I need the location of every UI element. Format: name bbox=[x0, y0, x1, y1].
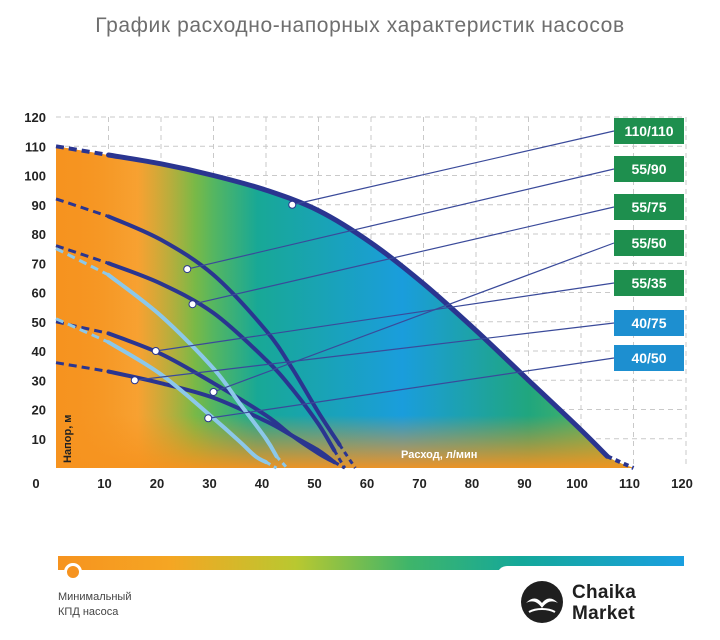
chart-title: График расходно-напорных характеристик н… bbox=[95, 14, 625, 37]
y-tick-label: 50 bbox=[32, 315, 46, 330]
model-badge-label: 55/75 bbox=[631, 199, 666, 215]
y-tick-label: 120 bbox=[24, 110, 46, 125]
x-tick-label: 80 bbox=[465, 476, 479, 491]
model-badge bbox=[614, 118, 684, 144]
y-tick-label: 70 bbox=[32, 256, 46, 271]
seagull-logo-icon bbox=[521, 581, 563, 623]
model-badge bbox=[614, 270, 684, 296]
curve-extension-end bbox=[333, 460, 346, 470]
y-tick-label: 30 bbox=[32, 373, 46, 388]
min-efficiency-marker bbox=[64, 563, 82, 581]
leader-line bbox=[155, 282, 615, 352]
model-badge-label: 55/90 bbox=[631, 161, 666, 177]
y-tick-label: 110 bbox=[25, 139, 46, 154]
y-tick-label: 10 bbox=[32, 432, 46, 447]
leader-line bbox=[292, 130, 615, 206]
leader-line bbox=[192, 206, 615, 305]
curve-extension-start bbox=[55, 144, 109, 157]
model-badge-label: 40/75 bbox=[631, 315, 666, 331]
model-badge-label: 55/50 bbox=[631, 235, 666, 251]
y-tick-label: 90 bbox=[32, 198, 46, 213]
curve-55-75 bbox=[106, 261, 337, 453]
curve-extension-start bbox=[55, 197, 109, 218]
curve-extension-end bbox=[265, 460, 278, 470]
leader-line bbox=[134, 322, 615, 381]
curve-extension-start bbox=[55, 244, 109, 265]
model-badge-label: 55/35 bbox=[631, 275, 666, 291]
curve-extension-start bbox=[55, 320, 109, 335]
y-tick-label: 40 bbox=[32, 344, 46, 359]
x-tick-label: 70 bbox=[412, 476, 426, 491]
x-tick-label: 110 bbox=[619, 476, 640, 491]
x-tick-label: 30 bbox=[202, 476, 216, 491]
curve-marker bbox=[288, 200, 297, 209]
curve-extension-start bbox=[55, 317, 110, 344]
curve-extension-start bbox=[55, 361, 109, 373]
curve-110-110 bbox=[106, 152, 610, 459]
x-tick-label: 100 bbox=[566, 476, 588, 491]
curve-extension-end bbox=[275, 455, 289, 470]
x-tick-label: 50 bbox=[307, 476, 321, 491]
x-tick-label: 10 bbox=[97, 476, 111, 491]
curve-55-35 bbox=[106, 369, 337, 465]
model-badge bbox=[614, 156, 684, 182]
leader-line bbox=[187, 168, 615, 270]
curve-40-50 bbox=[106, 340, 268, 465]
x-axis-title: Расход, л/мин bbox=[401, 449, 477, 461]
logo-text-line2: Market bbox=[572, 603, 636, 624]
curve-55-90 bbox=[106, 214, 342, 447]
curve-55-50 bbox=[106, 331, 337, 465]
curve-marker bbox=[151, 347, 160, 355]
model-badge-label: 110/110 bbox=[624, 123, 673, 139]
leader-line bbox=[208, 357, 615, 419]
curve-40-75 bbox=[106, 272, 279, 459]
leader-line bbox=[213, 242, 615, 393]
y-tick-label: 60 bbox=[32, 286, 46, 301]
curve-marker bbox=[204, 414, 213, 423]
model-badge bbox=[614, 345, 684, 371]
y-tick-label: 100 bbox=[24, 169, 46, 184]
y-tick-label: 80 bbox=[32, 227, 46, 242]
x-tick-label: 0 bbox=[32, 476, 39, 491]
min-efficiency-label-line1: Минимальный bbox=[58, 591, 132, 603]
x-tick-label: 90 bbox=[517, 476, 531, 491]
logo-text-line1: Chaika bbox=[572, 582, 637, 603]
pump-chart: 10 20 30 40 50 60 70 80 90 100 110 120 0 10 20 30 40 50 60… bbox=[24, 110, 693, 491]
min-efficiency-label: Минимальный КПД насоса bbox=[58, 590, 131, 620]
curve-marker bbox=[183, 265, 192, 274]
x-tick-label: 120 bbox=[671, 476, 693, 491]
min-efficiency-label-line2: КПД насоса bbox=[58, 606, 119, 618]
model-badge bbox=[614, 194, 684, 220]
x-tick-label: 40 bbox=[255, 476, 269, 491]
y-tick-label: 20 bbox=[32, 403, 46, 418]
curve-marker bbox=[188, 300, 197, 309]
model-badge bbox=[614, 230, 684, 256]
x-tick-label: 20 bbox=[150, 476, 164, 491]
curve-extension-end bbox=[338, 443, 357, 469]
y-axis-title: Напор, м bbox=[62, 415, 74, 463]
curve-marker bbox=[209, 387, 218, 396]
curve-extension-end bbox=[606, 454, 635, 470]
curve-extension-start bbox=[55, 247, 110, 277]
model-badge-label: 40/50 bbox=[631, 350, 666, 366]
model-badge bbox=[614, 310, 684, 336]
curve-marker bbox=[130, 376, 139, 385]
x-tick-label: 60 bbox=[360, 476, 374, 491]
